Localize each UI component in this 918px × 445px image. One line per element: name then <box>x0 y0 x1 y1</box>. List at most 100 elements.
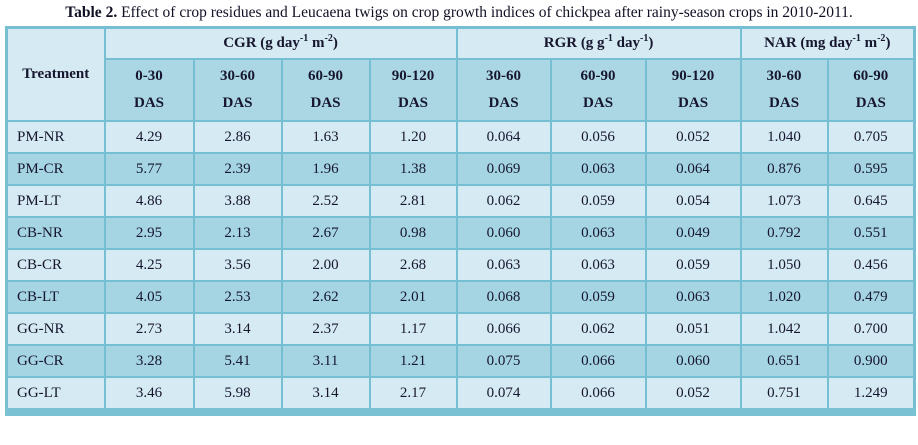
value-cell: 3.28 <box>103 344 195 378</box>
table-caption-label: Table 2. <box>65 4 118 21</box>
table-caption: Table 2. Effect of crop residues and Leu… <box>5 2 913 23</box>
treatment-cell: GG-LT <box>5 376 106 413</box>
value-cell: 3.11 <box>280 344 371 378</box>
value-cell: 0.063 <box>644 280 742 314</box>
column-group-rgr: RGR (g g-1 day-1) <box>455 26 742 60</box>
value-cell: 1.020 <box>739 280 829 314</box>
column-group-nar: NAR (mg day-1 m-2) <box>739 26 916 60</box>
value-cell: 0.700 <box>826 312 916 346</box>
value-cell: 0.751 <box>739 376 829 413</box>
value-cell: 3.46 <box>103 376 195 413</box>
value-cell: 2.13 <box>192 216 283 250</box>
treatment-cell: CB-LT <box>5 280 106 314</box>
table-row-gg-lt: GG-LT 3.46 5.98 3.14 2.17 0.074 0.066 0.… <box>5 376 916 413</box>
table-row-gg-cr: GG-CR 3.28 5.41 3.11 1.21 0.075 0.066 0.… <box>5 344 916 378</box>
value-cell: 0.069 <box>455 152 552 186</box>
value-cell: 0.054 <box>644 184 742 218</box>
value-cell: 0.063 <box>455 248 552 282</box>
value-cell: 0.059 <box>644 248 742 282</box>
value-cell: 3.14 <box>192 312 283 346</box>
value-cell: 0.062 <box>455 184 552 218</box>
value-cell: 1.38 <box>368 152 458 186</box>
value-cell: 2.86 <box>192 120 283 154</box>
value-cell: 5.77 <box>103 152 195 186</box>
value-cell: 0.062 <box>549 312 647 346</box>
value-cell: 0.551 <box>826 216 916 250</box>
value-cell: 0.792 <box>739 216 829 250</box>
column-header-nar-60-90: 60-90 DAS <box>826 58 916 122</box>
column-header-rgr-30-60: 30-60 DAS <box>455 58 552 122</box>
value-cell: 1.249 <box>826 376 916 413</box>
column-header-treatment: Treatment <box>5 26 106 122</box>
value-cell: 2.17 <box>368 376 458 413</box>
treatment-cell: GG-NR <box>5 312 106 346</box>
value-cell: 0.074 <box>455 376 552 413</box>
value-cell: 2.68 <box>368 248 458 282</box>
value-cell: 0.98 <box>368 216 458 250</box>
treatment-cell: CB-NR <box>5 216 106 250</box>
value-cell: 2.73 <box>103 312 195 346</box>
table-row-pm-nr: PM-NR 4.29 2.86 1.63 1.20 0.064 0.056 0.… <box>5 120 916 154</box>
value-cell: 3.88 <box>192 184 283 218</box>
value-cell: 0.064 <box>644 152 742 186</box>
table-row-gg-nr: GG-NR 2.73 3.14 2.37 1.17 0.066 0.062 0.… <box>5 312 916 346</box>
value-cell: 0.063 <box>549 152 647 186</box>
value-cell: 2.01 <box>368 280 458 314</box>
value-cell: 0.066 <box>549 376 647 413</box>
treatment-cell: PM-CR <box>5 152 106 186</box>
treatment-cell: PM-LT <box>5 184 106 218</box>
value-cell: 0.705 <box>826 120 916 154</box>
value-cell: 1.63 <box>280 120 371 154</box>
treatment-cell: PM-NR <box>5 120 106 154</box>
value-cell: 1.050 <box>739 248 829 282</box>
column-header-rgr-90-120: 90-120 DAS <box>644 58 742 122</box>
column-header-cgr-60-90: 60-90 DAS <box>280 58 371 122</box>
column-group-cgr: CGR (g day-1 m-2) <box>103 26 458 60</box>
value-cell: 1.073 <box>739 184 829 218</box>
header-sub-row: 0-30 DAS 30-60 DAS 60-90 DAS 90-120 DAS 30-6… <box>7 58 916 122</box>
value-cell: 0.456 <box>826 248 916 282</box>
value-cell: 1.96 <box>280 152 371 186</box>
value-cell: 2.67 <box>280 216 371 250</box>
value-cell: 0.066 <box>549 344 647 378</box>
crop-growth-indices-table: Treatment CGR (g day-1 m-2) RGR (g g-1 d… <box>5 26 917 416</box>
value-cell: 2.53 <box>192 280 283 314</box>
table-row-cb-cr: CB-CR 4.25 3.56 2.00 2.68 0.063 0.063 0.… <box>5 248 916 282</box>
value-cell: 0.052 <box>644 376 742 413</box>
table-caption-text: Effect of crop residues and Leucaena twi… <box>121 4 853 21</box>
value-cell: 2.52 <box>280 184 371 218</box>
value-cell: 5.98 <box>192 376 283 413</box>
value-cell: 0.595 <box>826 152 916 186</box>
value-cell: 0.479 <box>826 280 916 314</box>
value-cell: 0.876 <box>739 152 829 186</box>
column-header-cgr-30-60: 30-60 DAS <box>192 58 283 122</box>
value-cell: 4.25 <box>103 248 195 282</box>
value-cell: 2.95 <box>103 216 195 250</box>
value-cell: 5.41 <box>192 344 283 378</box>
value-cell: 1.042 <box>739 312 829 346</box>
value-cell: 0.056 <box>549 120 647 154</box>
value-cell: 3.56 <box>192 248 283 282</box>
value-cell: 2.37 <box>280 312 371 346</box>
value-cell: 1.17 <box>368 312 458 346</box>
value-cell: 2.81 <box>368 184 458 218</box>
value-cell: 0.651 <box>739 344 829 378</box>
value-cell: 0.059 <box>549 280 647 314</box>
value-cell: 3.14 <box>280 376 371 413</box>
table-row-cb-nr: CB-NR 2.95 2.13 2.67 0.98 0.060 0.063 0.… <box>5 216 916 250</box>
column-header-cgr-90-120: 90-120 DAS <box>368 58 458 122</box>
column-header-cgr-0-30: 0-30 DAS <box>103 58 195 122</box>
header-group-row: Treatment CGR (g day-1 m-2) RGR (g g-1 d… <box>5 26 916 122</box>
value-cell: 0.063 <box>549 248 647 282</box>
value-cell: 0.059 <box>549 184 647 218</box>
value-cell: 2.62 <box>280 280 371 314</box>
value-cell: 2.39 <box>192 152 283 186</box>
value-cell: 0.064 <box>455 120 552 154</box>
treatment-cell: GG-CR <box>5 344 106 378</box>
value-cell: 4.29 <box>103 120 195 154</box>
value-cell: 0.066 <box>455 312 552 346</box>
value-cell: 2.00 <box>280 248 371 282</box>
value-cell: 0.075 <box>455 344 552 378</box>
value-cell: 0.049 <box>644 216 742 250</box>
value-cell: 0.060 <box>455 216 552 250</box>
